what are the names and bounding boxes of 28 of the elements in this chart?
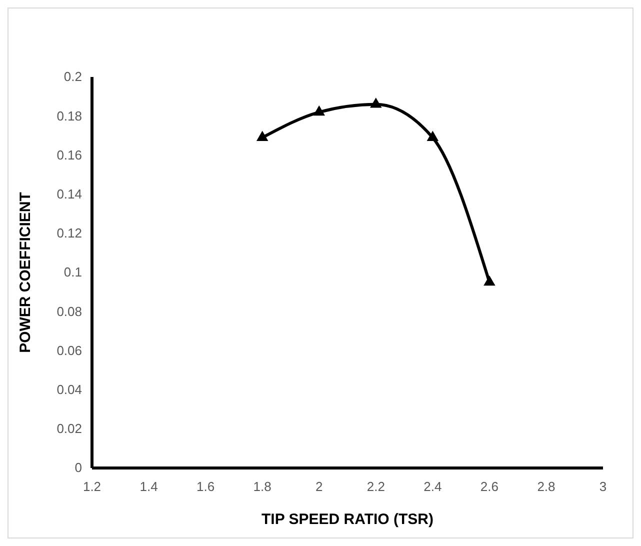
- y-axis-title: POWER COEFFICIENT: [17, 192, 34, 353]
- y-tick-label: 0.06: [56, 342, 82, 358]
- point: [313, 105, 325, 116]
- x-tick-label: 1.6: [196, 479, 215, 494]
- y-tick-label: 0.12: [56, 226, 82, 241]
- y-tick-label: 0.04: [56, 382, 82, 397]
- point: [484, 275, 496, 286]
- x-tick-label: 2.2: [366, 479, 385, 494]
- y-tick-label: 0.2: [64, 69, 82, 84]
- y-tick-label: 0.1: [64, 264, 82, 280]
- y-tick-label: 0.08: [56, 304, 82, 319]
- y-tick-label: 0.14: [56, 186, 82, 202]
- x-tick-label: 2.4: [424, 479, 442, 494]
- x-tick-label: 2.6: [480, 479, 498, 494]
- x-axis-title: TIP SPEED RATIO (TSR): [262, 511, 434, 528]
- x-tick-label: 2: [315, 479, 323, 494]
- x-tick-label: 1.8: [253, 479, 272, 494]
- x-tick-label: 1.4: [140, 479, 158, 494]
- y-tick-label: 0: [74, 460, 82, 476]
- point: [370, 98, 382, 108]
- x-tick-label: 3: [599, 479, 607, 494]
- point: [256, 130, 268, 142]
- y-tick-label: 0.18: [56, 108, 82, 124]
- point: [426, 130, 439, 142]
- y-tick-label: 0.02: [56, 421, 82, 436]
- x-tick-label: 1.2: [82, 479, 102, 494]
- y-tick-label: 0.16: [56, 147, 82, 162]
- x-tick-label: 2.8: [537, 479, 556, 494]
